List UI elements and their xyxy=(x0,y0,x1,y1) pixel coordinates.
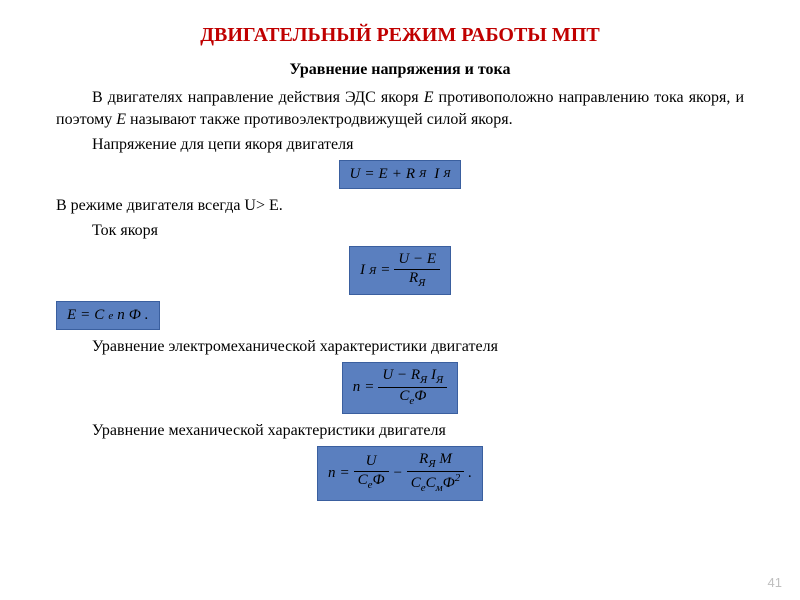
f4-n: n xyxy=(353,379,361,396)
f5-t1denC: C xyxy=(358,472,368,488)
f5-t2denC1: C xyxy=(411,475,421,491)
formula-current: IЯ = U − E RЯ xyxy=(56,246,744,295)
subtitle: Уравнение напряжения и тока xyxy=(56,61,744,79)
var-E: Е xyxy=(116,111,126,128)
f4-denC: C xyxy=(399,388,409,404)
f1-plus: + xyxy=(392,166,402,183)
f3-n: n xyxy=(117,307,125,324)
f2-minus: − xyxy=(409,251,427,267)
f5-minus: − xyxy=(393,465,403,482)
f1-eq: = xyxy=(364,166,374,183)
text: В двигателях направление действия ЭДС як… xyxy=(92,89,424,106)
var-E: Е xyxy=(424,89,434,106)
paragraph-electromech: Уравнение электромеханической характерис… xyxy=(56,336,744,358)
f4-minus: − xyxy=(393,367,411,383)
f3-C: C xyxy=(94,307,104,324)
f4-denPhi: Ф xyxy=(414,388,426,404)
f4-numR: R xyxy=(411,367,420,383)
formula-voltage: U = E + RЯ IЯ xyxy=(56,160,744,189)
f2-denR: R xyxy=(409,270,418,286)
paragraph-mode: В режиме двигателя всегда U> Е. xyxy=(56,195,744,217)
f1-E: E xyxy=(379,166,388,183)
f5-t1denPhi: Ф xyxy=(373,472,385,488)
paragraph-current: Ток якоря xyxy=(56,220,744,242)
f3-Phi: Ф xyxy=(129,307,141,324)
f5-t2numRsub: Я xyxy=(428,458,435,470)
f2-eq: = xyxy=(380,262,390,279)
page-number: 41 xyxy=(768,575,782,590)
f3-dot: . xyxy=(145,307,149,324)
f2-numU: U xyxy=(398,251,409,267)
f5-t2denPhi: Ф xyxy=(443,475,455,491)
f1-Rsub: Я xyxy=(419,168,426,180)
f1-U: U xyxy=(350,166,361,183)
paragraph-mech: Уравнение механической характеристики дв… xyxy=(56,420,744,442)
f5-t2numR: R xyxy=(419,451,428,467)
f5-dot: . xyxy=(468,465,472,482)
f1-R: R xyxy=(406,166,415,183)
f4-eq: = xyxy=(364,379,374,396)
formula-emf: E = CenФ. xyxy=(56,301,744,330)
f5-t2denC2sub: м xyxy=(436,482,443,494)
f3-Csub: e xyxy=(108,310,113,322)
f2-Isub: Я xyxy=(369,265,376,277)
f2-I: I xyxy=(360,262,365,279)
f5-t2densup: 2 xyxy=(455,472,461,484)
f5-t1numU: U xyxy=(366,453,377,469)
paragraph-intro: В двигателях направление действия ЭДС як… xyxy=(56,87,744,130)
text: называют также противоэлектродвижущей си… xyxy=(126,111,513,128)
f4-numU: U xyxy=(382,367,393,383)
f1-Isub: Я xyxy=(443,168,450,180)
f3-eq: = xyxy=(80,307,90,324)
f1-I: I xyxy=(434,166,439,183)
f4-numIsub: Я xyxy=(436,374,443,386)
f2-numE: E xyxy=(427,251,436,267)
page-title: ДВИГАТЕЛЬНЫЙ РЕЖИМ РАБОТЫ МПТ xyxy=(56,24,744,47)
f5-n: n xyxy=(328,465,336,482)
f2-denRsub: Я xyxy=(418,277,425,289)
formula-mech: n = U CeФ − RЯ M CeCмФ2 . xyxy=(56,446,744,501)
f5-t2denC2: C xyxy=(426,475,436,491)
paragraph-voltage: Напряжение для цепи якоря двигателя xyxy=(56,134,744,156)
f5-eq: = xyxy=(339,465,349,482)
f5-t2numM: M xyxy=(439,451,452,467)
formula-electromech: n = U − RЯ IЯ CeФ xyxy=(56,362,744,414)
f3-E: E xyxy=(67,307,76,324)
